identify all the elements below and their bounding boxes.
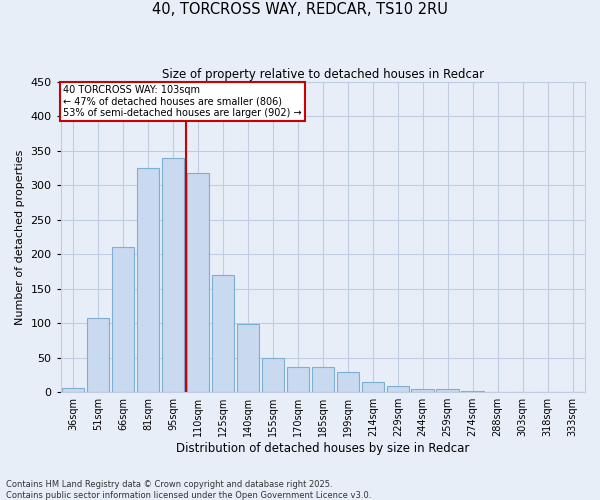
X-axis label: Distribution of detached houses by size in Redcar: Distribution of detached houses by size … [176,442,470,455]
Bar [287,368,309,392]
Bar [62,388,85,392]
Bar [362,382,384,392]
Text: 40 TORCROSS WAY: 103sqm
← 47% of detached houses are smaller (806)
53% of semi-d: 40 TORCROSS WAY: 103sqm ← 47% of detache… [64,85,302,118]
Bar [137,168,160,392]
Bar [386,386,409,392]
Bar [87,318,109,392]
Bar [412,389,434,392]
Text: 40, TORCROSS WAY, REDCAR, TS10 2RU: 40, TORCROSS WAY, REDCAR, TS10 2RU [152,2,448,18]
Bar [436,389,459,392]
Bar [461,391,484,392]
Bar [162,158,184,392]
Bar [237,324,259,392]
Bar [212,275,234,392]
Bar [262,358,284,392]
Bar [187,173,209,392]
Bar [337,372,359,392]
Title: Size of property relative to detached houses in Redcar: Size of property relative to detached ho… [162,68,484,80]
Bar [112,246,134,392]
Bar [311,368,334,392]
Text: Contains HM Land Registry data © Crown copyright and database right 2025.
Contai: Contains HM Land Registry data © Crown c… [6,480,371,500]
Y-axis label: Number of detached properties: Number of detached properties [15,150,25,324]
